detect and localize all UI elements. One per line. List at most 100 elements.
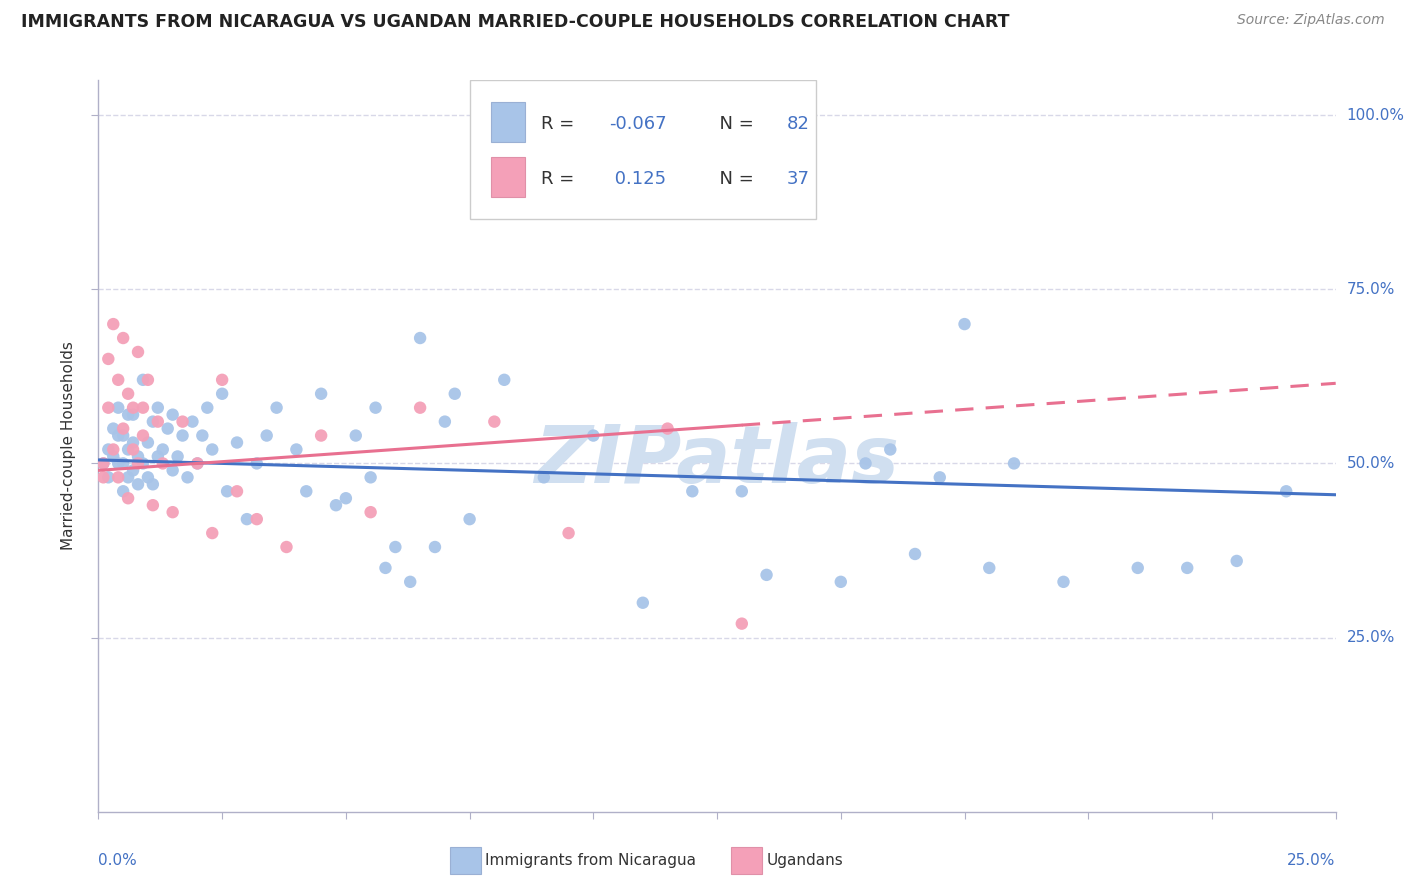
Point bbox=[117, 491, 139, 506]
Point bbox=[122, 435, 145, 450]
Point bbox=[176, 470, 198, 484]
Point bbox=[136, 470, 159, 484]
Point bbox=[122, 463, 145, 477]
Point bbox=[172, 428, 194, 442]
Point bbox=[384, 540, 406, 554]
Point bbox=[979, 561, 1001, 575]
Point bbox=[152, 442, 174, 457]
Point bbox=[107, 428, 129, 442]
Text: 37: 37 bbox=[786, 170, 810, 188]
Point bbox=[211, 386, 233, 401]
Point bbox=[236, 512, 259, 526]
Point bbox=[533, 470, 555, 484]
Point bbox=[443, 386, 465, 401]
Point bbox=[97, 442, 120, 457]
Point bbox=[409, 401, 432, 415]
Text: -0.067: -0.067 bbox=[609, 115, 666, 133]
Point bbox=[928, 470, 950, 484]
Point bbox=[1002, 457, 1025, 471]
Point bbox=[295, 484, 318, 499]
Point bbox=[186, 457, 208, 471]
Point bbox=[657, 421, 679, 435]
Point bbox=[162, 408, 184, 422]
Point bbox=[226, 484, 249, 499]
Point bbox=[117, 408, 139, 422]
Point bbox=[953, 317, 976, 331]
Point bbox=[904, 547, 927, 561]
Point bbox=[162, 463, 184, 477]
Point bbox=[191, 428, 214, 442]
Point bbox=[309, 428, 332, 442]
Text: 100.0%: 100.0% bbox=[1347, 108, 1405, 122]
Point bbox=[201, 526, 224, 541]
Point bbox=[494, 373, 516, 387]
Point bbox=[142, 477, 165, 491]
Point bbox=[484, 415, 506, 429]
Point bbox=[364, 401, 387, 415]
Point bbox=[1126, 561, 1149, 575]
Point bbox=[186, 457, 208, 471]
Point bbox=[97, 401, 120, 415]
FancyBboxPatch shape bbox=[491, 103, 526, 143]
Point bbox=[226, 435, 249, 450]
Point bbox=[122, 408, 145, 422]
Text: R =: R = bbox=[541, 170, 586, 188]
Point bbox=[93, 457, 115, 471]
Point bbox=[681, 484, 703, 499]
Point bbox=[152, 457, 174, 471]
Point bbox=[107, 373, 129, 387]
Point bbox=[830, 574, 852, 589]
Text: N =: N = bbox=[709, 170, 759, 188]
Point bbox=[103, 317, 125, 331]
Point bbox=[136, 435, 159, 450]
Point bbox=[122, 401, 145, 415]
Point bbox=[107, 470, 129, 484]
Point bbox=[256, 428, 278, 442]
Point bbox=[132, 457, 155, 471]
Point bbox=[132, 401, 155, 415]
Point bbox=[103, 450, 125, 464]
FancyBboxPatch shape bbox=[470, 80, 815, 219]
Text: 25.0%: 25.0% bbox=[1347, 630, 1395, 645]
Text: N =: N = bbox=[709, 115, 759, 133]
Point bbox=[360, 470, 382, 484]
Point bbox=[117, 470, 139, 484]
Text: 25.0%: 25.0% bbox=[1288, 854, 1336, 869]
Point bbox=[195, 401, 218, 415]
Point bbox=[122, 442, 145, 457]
Text: Immigrants from Nicaragua: Immigrants from Nicaragua bbox=[485, 854, 696, 868]
Point bbox=[117, 442, 139, 457]
Point bbox=[162, 505, 184, 519]
Point bbox=[344, 428, 367, 442]
Point bbox=[246, 512, 269, 526]
Point bbox=[112, 331, 135, 345]
Text: R =: R = bbox=[541, 115, 581, 133]
Point bbox=[276, 540, 298, 554]
Point bbox=[146, 415, 169, 429]
Point bbox=[127, 345, 149, 359]
Point bbox=[631, 596, 654, 610]
Point bbox=[97, 470, 120, 484]
Point bbox=[360, 505, 382, 519]
Text: 50.0%: 50.0% bbox=[1347, 456, 1395, 471]
Point bbox=[146, 401, 169, 415]
Point bbox=[285, 442, 308, 457]
Point bbox=[136, 373, 159, 387]
Point bbox=[582, 428, 605, 442]
Point bbox=[399, 574, 422, 589]
Point bbox=[855, 457, 877, 471]
Point bbox=[156, 421, 179, 435]
Point bbox=[266, 401, 288, 415]
Point bbox=[409, 331, 432, 345]
Point bbox=[246, 457, 269, 471]
Point bbox=[201, 442, 224, 457]
Point bbox=[335, 491, 357, 506]
Point bbox=[107, 401, 129, 415]
Point bbox=[458, 512, 481, 526]
Text: Source: ZipAtlas.com: Source: ZipAtlas.com bbox=[1237, 13, 1385, 28]
Text: Ugandans: Ugandans bbox=[766, 854, 844, 868]
Point bbox=[1052, 574, 1074, 589]
FancyBboxPatch shape bbox=[491, 157, 526, 197]
Point bbox=[557, 526, 579, 541]
Point bbox=[97, 351, 120, 366]
